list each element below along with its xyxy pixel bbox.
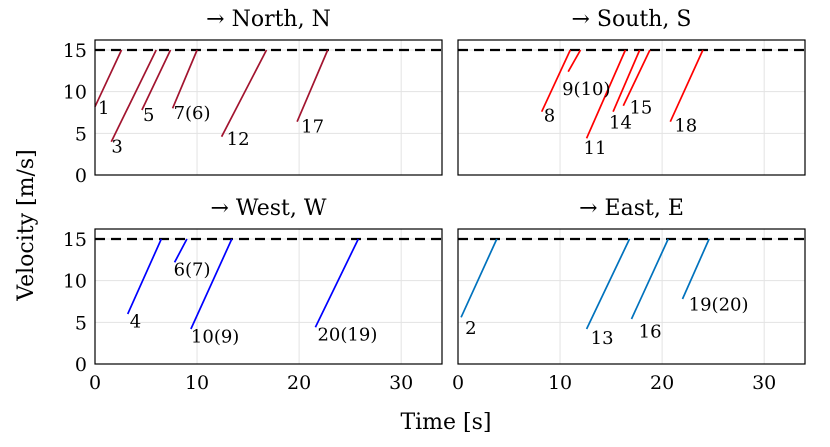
series-line-15 (622, 49, 651, 107)
y-tick-label: 5 (75, 123, 87, 145)
plot-frame (94, 39, 443, 176)
x-tick-label: 10 (548, 372, 572, 394)
vehicle-label: 19(20) (689, 295, 749, 316)
panel-title: → West, W (211, 196, 327, 221)
series-line-7(6) (171, 49, 198, 109)
series-line-19(20) (681, 238, 710, 300)
y-tick-label: 10 (63, 271, 87, 293)
vehicle-label: 14 (609, 112, 632, 133)
series-line-12 (220, 49, 268, 138)
vehicle-label: 9(10) (562, 79, 610, 100)
series-line-5 (141, 49, 172, 111)
series-line-4 (126, 238, 163, 315)
x-axis-label: Time [s] (400, 410, 491, 435)
vehicle-label: 3 (111, 137, 122, 158)
vehicle-label: 10(9) (191, 326, 239, 347)
y-axis-label: Velocity [m/s] (14, 149, 39, 302)
panel-west: 4 6(7) 10(9) 20(19) → West, W 0 5 10 15 0 10 20 30 (63, 196, 443, 394)
x-tick-label: 0 (89, 372, 101, 394)
vehicle-label: 8 (544, 106, 555, 127)
vehicle-label: 17 (301, 117, 324, 138)
x-tick-label: 30 (752, 372, 776, 394)
plot-frame (94, 228, 443, 365)
y-tick-label: 0 (75, 354, 87, 376)
vehicle-label: 6(7) (174, 260, 211, 281)
series-line-13 (585, 238, 631, 330)
vehicle-label: 15 (629, 97, 652, 118)
vehicle-label: 11 (584, 138, 607, 159)
series-line-14 (612, 49, 641, 113)
y-tick-label: 0 (75, 165, 87, 187)
panel-east: 2 13 16 19(20) → East, E 0 10 20 30 (452, 196, 806, 394)
series-line-3 (110, 49, 157, 143)
x-tick-label: 20 (287, 372, 311, 394)
series-line-17 (296, 49, 329, 123)
vehicle-label: 5 (143, 105, 154, 126)
vehicle-label: 16 (639, 321, 662, 342)
y-tick-label: 5 (75, 312, 87, 334)
series-line-11 (585, 49, 627, 139)
series-line-1 (94, 49, 123, 108)
series-line-2 (460, 238, 498, 318)
vehicle-label: 1 (98, 98, 109, 119)
series-line-16 (630, 238, 669, 320)
vehicle-label: 4 (130, 311, 141, 332)
series-line-8 (540, 49, 572, 113)
plot-frame (457, 39, 806, 176)
plot-frame (457, 228, 806, 365)
x-tick-label: 0 (452, 372, 464, 394)
panel-title: → South, S (572, 7, 692, 32)
x-tick-label: 20 (650, 372, 674, 394)
series-line-18 (669, 49, 704, 123)
vehicle-label: 20(19) (317, 325, 377, 346)
y-tick-label: 15 (63, 229, 87, 251)
vehicle-label: 12 (227, 129, 250, 150)
vehicle-label: 13 (591, 328, 614, 349)
x-tick-label: 10 (185, 372, 209, 394)
series-line-6(7) (173, 238, 188, 263)
vehicle-label: 7(6) (174, 103, 211, 124)
panel-title: → East, E (579, 196, 684, 221)
y-tick-label: 10 (63, 82, 87, 104)
vehicle-label: 2 (465, 318, 476, 339)
vehicle-label: 18 (674, 116, 697, 137)
y-tick-label: 15 (63, 40, 87, 62)
x-tick-label: 30 (389, 372, 413, 394)
panel-title: → North, N (206, 7, 331, 32)
series-line-10(9) (190, 238, 233, 330)
series-line-9(10) (567, 49, 582, 73)
series-line-20(19) (314, 238, 360, 328)
